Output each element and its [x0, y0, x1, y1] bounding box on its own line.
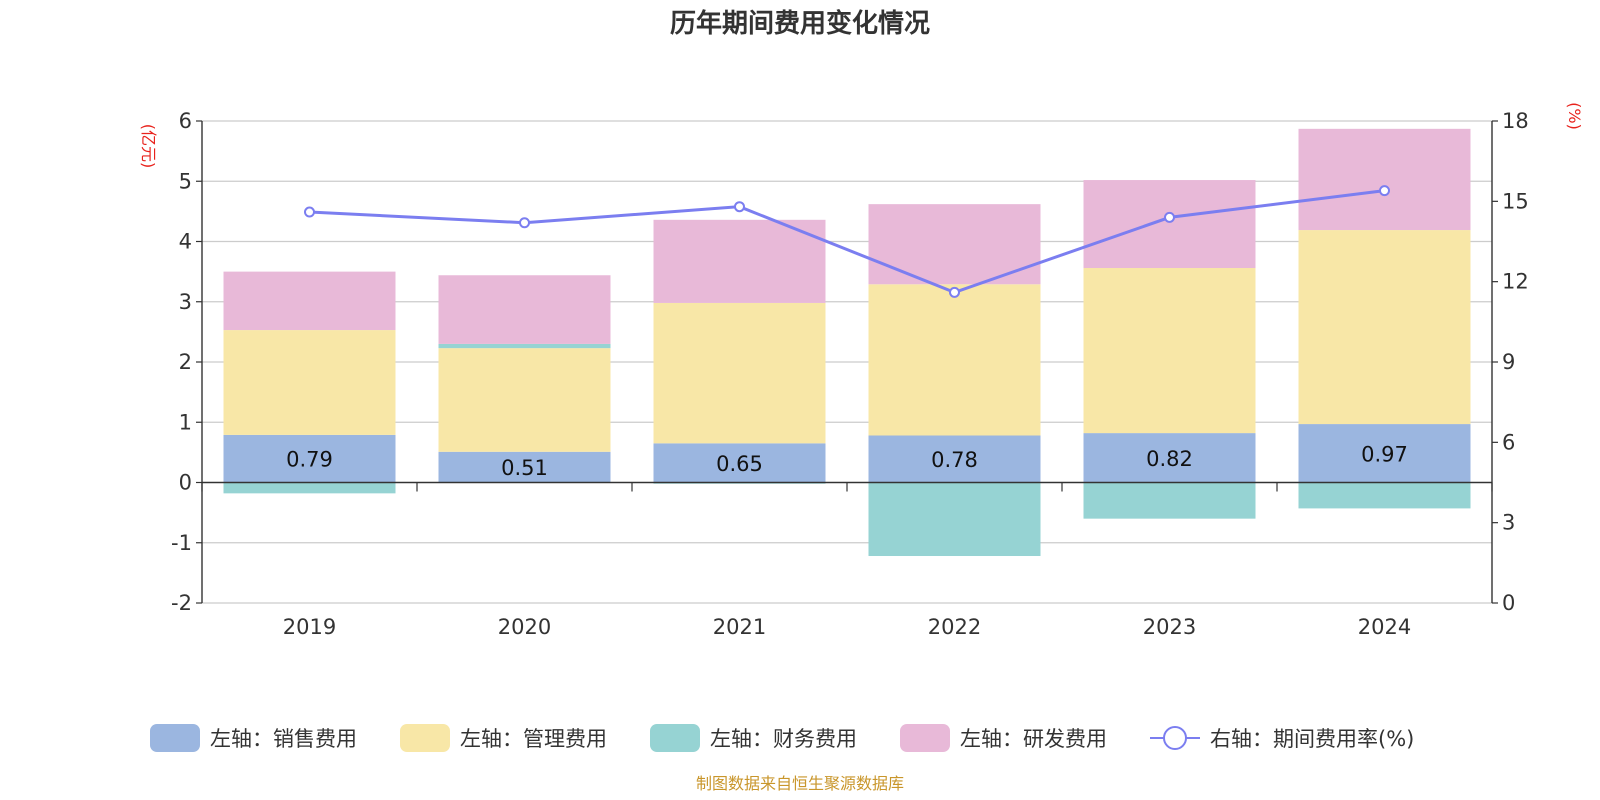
bars	[223, 128, 1471, 557]
bar-segment	[653, 219, 826, 303]
rate-point	[1164, 211, 1175, 223]
right-tick-label: 12	[1502, 270, 1529, 294]
legend-label: 右轴：期间费用率(%)	[1210, 727, 1414, 751]
bar-segment	[1083, 433, 1256, 483]
left-tick-label: 3	[179, 290, 192, 314]
source-note: 制图数据来自恒生聚源数据库	[696, 774, 904, 793]
rate-point	[1379, 185, 1390, 197]
legend-swatch	[400, 724, 450, 752]
legend-swatch	[900, 724, 950, 752]
bar-segment	[868, 482, 1041, 557]
x-tick-label: 2024	[1358, 615, 1411, 639]
right-tick-label: 6	[1502, 430, 1515, 454]
right-tick-label: 9	[1502, 350, 1515, 374]
rate-point	[304, 206, 315, 218]
right-tick-label: 0	[1502, 591, 1515, 615]
right-tick-label: 3	[1502, 511, 1515, 535]
bar-segment	[223, 330, 396, 435]
chart-title: 历年期间费用变化情况	[670, 8, 930, 39]
bar-segment	[1083, 482, 1256, 519]
legend-swatch	[150, 724, 200, 752]
x-tick-label: 2020	[498, 615, 551, 639]
bar-segment	[223, 271, 396, 331]
data-labels: 0.79 0.51 0.65 0.78 0.82 0.97	[286, 442, 1408, 480]
legend: 左轴：销售费用 左轴：管理费用 左轴：财务费用 左轴：研发费用 右轴：期间费用率(%)	[150, 724, 1414, 752]
legend-label: 左轴：销售费用	[210, 727, 357, 751]
left-tick-label: 2	[179, 350, 192, 374]
bar-segment	[868, 435, 1041, 483]
bar-value-label: 0.82	[1146, 447, 1193, 471]
right-tick-label: 15	[1502, 189, 1529, 213]
x-tick-label: 2022	[928, 615, 981, 639]
left-tick-label: -1	[171, 531, 192, 555]
bar-segment	[438, 343, 611, 349]
bar-segment	[1298, 128, 1471, 231]
rate-line-path	[309, 189, 1385, 294]
rate-point	[949, 286, 960, 298]
left-tick-label: -2	[171, 591, 192, 615]
bar-value-label: 0.51	[501, 456, 548, 480]
bar-segment	[868, 284, 1041, 436]
left-tick-label: 4	[179, 230, 192, 254]
rate-point	[519, 217, 530, 229]
x-tick-label: 2023	[1143, 615, 1196, 639]
bar-value-label: 0.78	[931, 448, 978, 472]
bar-segment	[438, 275, 611, 344]
right-tick-label: 18	[1502, 109, 1529, 133]
legend-label: 左轴：财务费用	[710, 727, 857, 751]
bar-segment	[223, 434, 396, 483]
x-tick-label: 2019	[283, 615, 336, 639]
bar-value-label: 0.65	[716, 452, 763, 476]
bar-segment	[1083, 180, 1256, 269]
bar-segment	[438, 348, 611, 452]
bar-value-label: 0.97	[1361, 442, 1408, 466]
bar-segment	[1298, 230, 1471, 425]
legend-label: 左轴：研发费用	[960, 727, 1107, 751]
x-tick-label: 2021	[713, 615, 766, 639]
bar-segment	[1083, 268, 1256, 434]
bar-segment	[438, 451, 611, 483]
legend-label: 左轴：管理费用	[460, 727, 607, 751]
rate-line	[304, 185, 1390, 298]
bar-segment	[1298, 424, 1471, 483]
bar-segment	[653, 302, 826, 444]
left-tick-label: 6	[179, 109, 192, 133]
left-tick-label: 5	[179, 169, 192, 193]
rate-point	[734, 201, 745, 213]
legend-swatch	[650, 724, 700, 752]
left-tick-label: 0	[179, 471, 192, 495]
legend-swatch	[1163, 726, 1187, 750]
bar-segment	[653, 443, 826, 483]
bar-value-label: 0.79	[286, 448, 333, 472]
bar-segment	[223, 482, 396, 494]
left-tick-label: 1	[179, 410, 192, 434]
gridlines	[202, 120, 1492, 604]
left-axis-unit: (亿元)	[139, 124, 158, 169]
bar-segment	[1298, 482, 1471, 509]
right-axis-unit: (%)	[1565, 102, 1584, 130]
